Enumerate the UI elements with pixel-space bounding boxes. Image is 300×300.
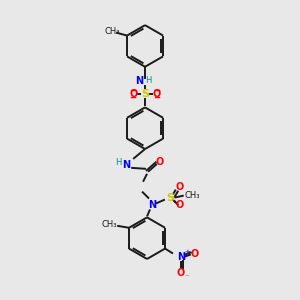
Text: CH₃: CH₃ [185,191,200,200]
Text: N: N [135,76,143,85]
Text: S: S [166,193,174,202]
Text: N: N [122,160,130,170]
Text: H: H [115,158,122,167]
Text: N: N [148,200,156,211]
Text: CH₃: CH₃ [104,27,120,36]
Text: O: O [176,182,184,192]
Text: S: S [141,88,149,98]
Text: O: O [156,157,164,167]
Text: O: O [177,268,185,278]
Text: ⁻: ⁻ [185,273,189,282]
Text: CH₃: CH₃ [101,220,117,229]
Text: N: N [177,251,185,262]
Text: O: O [176,200,184,211]
Text: +: + [184,249,190,255]
Text: H: H [145,76,151,85]
Text: O: O [153,88,161,98]
Text: O: O [190,248,199,259]
Text: O: O [129,88,137,98]
